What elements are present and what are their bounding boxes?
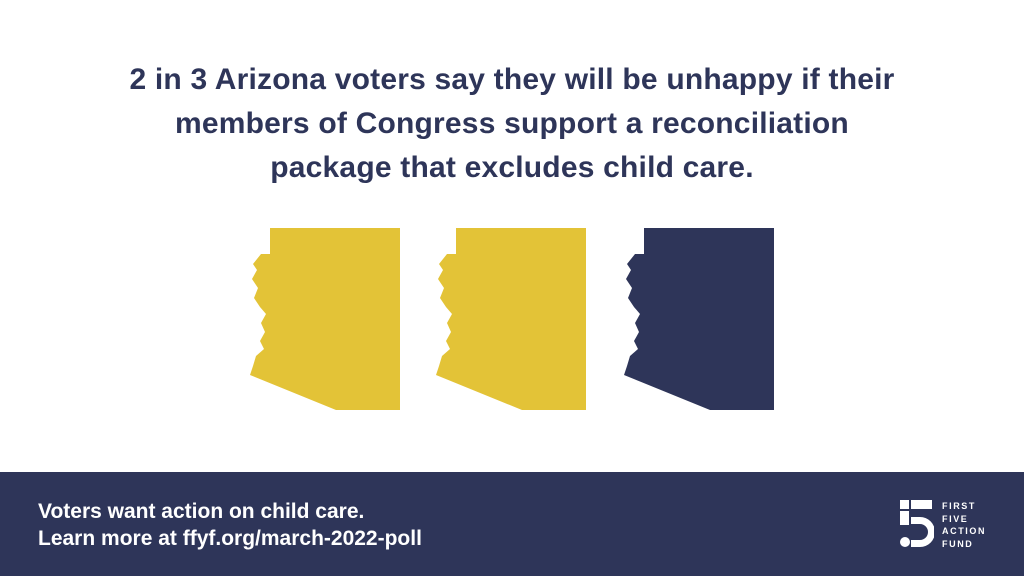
logo-word-3: ACTION xyxy=(942,526,987,536)
headline-line-2: members of Congress support a reconcilia… xyxy=(175,107,849,140)
footer-message: Voters want action on child care. Learn … xyxy=(38,498,422,552)
arizona-states-row xyxy=(0,228,1024,414)
headline-line-1: 2 in 3 Arizona voters say they will be u… xyxy=(129,63,895,96)
arizona-state-icon xyxy=(436,228,586,410)
footer-line-1: Voters want action on child care. xyxy=(38,500,365,523)
footer-banner: Voters want action on child care. Learn … xyxy=(0,472,1024,576)
logo-word-2: FIVE xyxy=(942,513,969,524)
logo-word-4: FUND xyxy=(942,538,974,549)
headline: 2 in 3 Arizona voters say they will be u… xyxy=(62,58,962,190)
logo-wordmark: FIRST FIVE ACTION FUND xyxy=(942,500,986,550)
first-five-action-fund-logo: FIRST FIVE ACTION FUND xyxy=(898,500,1008,550)
arizona-shape-2 xyxy=(436,228,586,410)
logo-word-1: FIRST xyxy=(942,501,976,511)
arizona-shape-1 xyxy=(250,228,400,410)
headline-line-3: package that excludes child care. xyxy=(270,151,754,184)
arizona-state-icon xyxy=(250,228,400,410)
arizona-state-icon xyxy=(624,228,774,410)
number-five-logo-icon xyxy=(900,500,934,547)
footer-learn-more-link[interactable]: Learn more at ffyf.org/march-2022-poll xyxy=(38,527,422,550)
arizona-shape-3 xyxy=(624,228,774,410)
